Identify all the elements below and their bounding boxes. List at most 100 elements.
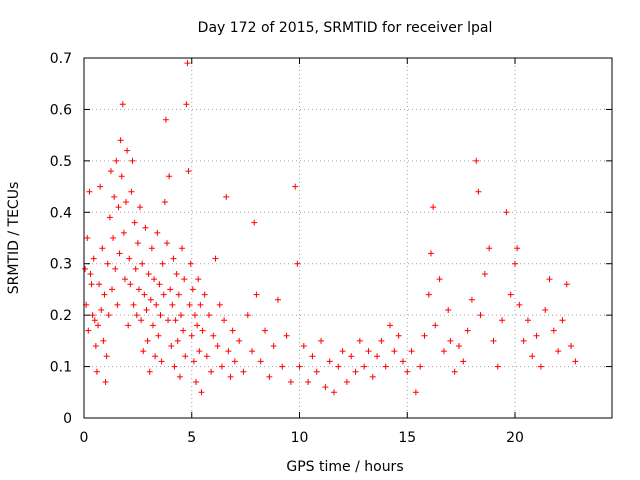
y-tick-label: 0.3 <box>50 257 72 273</box>
data-point <box>166 173 173 180</box>
data-point <box>309 353 316 360</box>
data-point <box>503 209 510 216</box>
data-point <box>382 363 389 370</box>
data-point <box>507 291 514 298</box>
data-point <box>179 245 186 252</box>
data-point <box>156 281 163 288</box>
data-point <box>159 260 166 267</box>
data-point <box>110 235 117 241</box>
data-point <box>262 327 269 334</box>
data-point <box>124 147 131 154</box>
data-point <box>158 358 165 365</box>
data-point <box>92 343 99 349</box>
data-point <box>111 193 118 200</box>
data-point <box>103 353 110 360</box>
data-point <box>97 183 104 190</box>
data-point <box>455 343 462 349</box>
data-point <box>524 317 531 324</box>
data-points <box>82 60 579 396</box>
data-point <box>546 276 553 283</box>
data-point <box>412 389 419 396</box>
data-point <box>432 322 439 329</box>
data-point <box>140 348 147 355</box>
data-point <box>135 286 142 293</box>
data-point <box>352 368 359 375</box>
data-point <box>187 260 194 267</box>
y-tick-label: 0.5 <box>50 154 72 170</box>
data-point <box>490 337 497 344</box>
data-point <box>512 260 519 267</box>
data-point <box>356 337 363 344</box>
y-tick-label: 0.2 <box>50 308 72 324</box>
data-point <box>86 188 93 195</box>
data-point <box>131 219 138 226</box>
data-point <box>201 291 208 298</box>
data-point <box>91 317 98 324</box>
data-point <box>251 219 258 226</box>
data-point <box>101 291 108 298</box>
data-point <box>133 312 140 319</box>
data-point <box>117 137 124 144</box>
data-point <box>447 337 454 344</box>
data-point <box>212 255 219 262</box>
data-point <box>190 358 197 365</box>
data-point <box>185 168 192 175</box>
data-point <box>559 317 566 324</box>
data-point <box>391 348 398 355</box>
x-tick-label: 15 <box>398 430 416 446</box>
data-point <box>173 271 180 277</box>
data-point <box>168 343 175 349</box>
data-point <box>468 296 475 303</box>
data-point <box>151 276 158 283</box>
data-point <box>161 199 168 205</box>
data-point <box>114 301 121 308</box>
data-point <box>125 322 132 329</box>
data-point <box>119 101 126 108</box>
data-point <box>305 379 312 385</box>
data-point <box>188 332 195 339</box>
data-point <box>481 271 488 277</box>
data-point <box>205 312 212 319</box>
x-axis-label: GPS time / hours <box>286 459 403 475</box>
data-point <box>87 271 94 277</box>
data-point <box>421 332 428 339</box>
data-point <box>171 363 178 370</box>
data-point <box>404 368 411 375</box>
data-point <box>537 363 544 370</box>
data-point <box>266 373 273 380</box>
data-point <box>184 60 191 67</box>
data-point <box>550 327 557 334</box>
data-point <box>198 389 205 396</box>
data-point <box>186 301 193 308</box>
chart-title: Day 172 of 2015, SRMTID for receiver lpa… <box>198 20 493 36</box>
data-point <box>96 281 103 288</box>
data-point <box>138 317 145 324</box>
data-point <box>144 337 151 344</box>
data-point <box>516 301 523 308</box>
x-tick-label: 10 <box>291 430 309 446</box>
data-point <box>287 379 294 385</box>
x-tick-label: 0 <box>80 430 89 446</box>
data-point <box>451 368 458 375</box>
data-point <box>563 281 570 288</box>
data-point <box>194 322 201 329</box>
data-point <box>93 368 100 375</box>
data-point <box>163 240 170 247</box>
data-point <box>322 384 329 391</box>
data-point <box>137 204 144 211</box>
data-point <box>300 343 307 349</box>
data-point <box>181 276 188 283</box>
data-point <box>240 368 247 375</box>
data-point <box>318 337 325 344</box>
data-point <box>374 353 381 360</box>
data-point <box>199 327 206 334</box>
data-point <box>279 363 286 370</box>
x-tick-label: 5 <box>187 430 196 446</box>
data-point <box>155 332 162 339</box>
data-point <box>121 276 128 283</box>
data-point <box>128 188 135 195</box>
data-point <box>90 255 97 262</box>
data-point <box>172 317 179 324</box>
data-point <box>203 353 210 360</box>
data-point <box>147 296 154 303</box>
